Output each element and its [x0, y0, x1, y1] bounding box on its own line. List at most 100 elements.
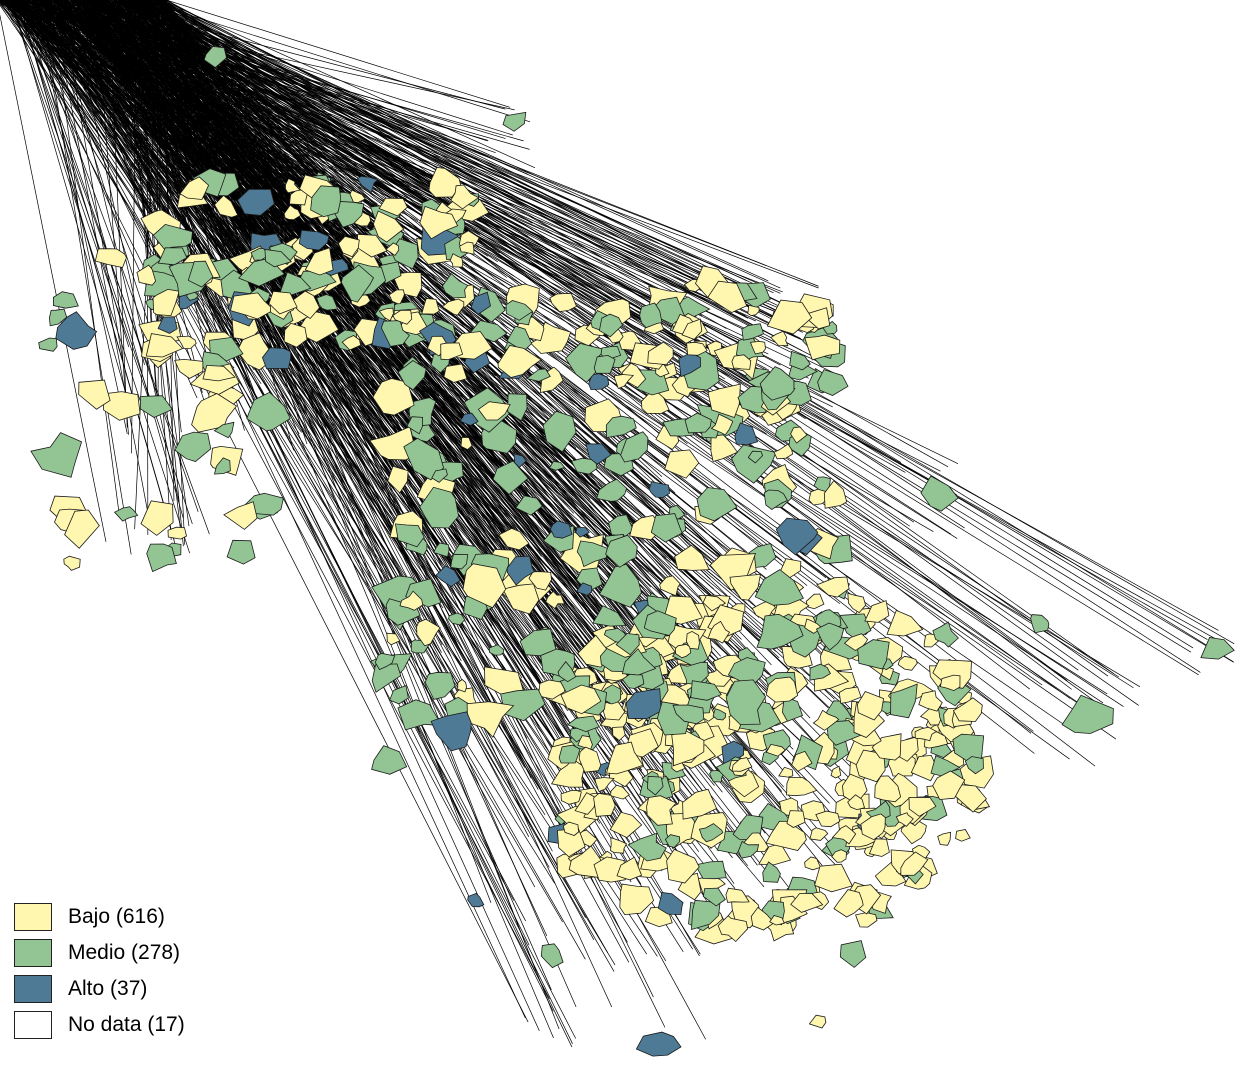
region-polygon [593, 792, 616, 817]
region-polygon [435, 565, 461, 588]
region-polygon [643, 610, 677, 636]
region-polygon [707, 620, 731, 644]
region-polygon [467, 892, 485, 908]
region-polygon [167, 526, 187, 540]
region-polygon [707, 280, 748, 314]
region-polygon [610, 837, 628, 854]
projection-line [18, 0, 176, 545]
region-polygon [612, 726, 626, 742]
projection-line [81, 0, 635, 913]
region-polygon [550, 758, 586, 788]
region-polygon [497, 345, 542, 378]
region-polygon [765, 820, 807, 851]
projection-line [139, 0, 531, 123]
region-polygon [672, 704, 705, 725]
projection-line [160, 0, 536, 169]
region-polygon [886, 609, 924, 637]
region-polygon [502, 111, 527, 132]
projection-line [0, 14, 107, 542]
region-polygon [433, 542, 450, 558]
projection-line [160, 0, 217, 285]
region-polygon [558, 744, 581, 764]
region-polygon [748, 543, 777, 569]
projection-line [133, 0, 747, 281]
region-polygon [477, 401, 511, 421]
region-polygon [814, 863, 853, 893]
projection-line [97, 0, 1120, 678]
region-polygon [627, 832, 667, 862]
projection-line [141, 0, 380, 307]
region-polygon [341, 335, 362, 351]
projection-line [61, 0, 1221, 642]
region-polygon [639, 302, 663, 329]
region-polygon [754, 569, 804, 606]
region-polygon [513, 453, 527, 468]
projection-line [39, 0, 212, 208]
region-polygon [765, 743, 786, 757]
region-polygon [900, 851, 929, 876]
region-polygon [371, 663, 402, 693]
region-polygon [179, 176, 210, 200]
projection-line [58, 0, 425, 551]
region-polygon [805, 593, 825, 610]
region-polygon [671, 730, 705, 767]
region-polygon [174, 431, 212, 462]
region-polygon [822, 320, 838, 335]
projection-line [149, 0, 727, 329]
region-polygon [356, 175, 379, 194]
region-polygon [825, 720, 863, 746]
region-polygon [214, 194, 239, 218]
region-polygon [778, 766, 794, 778]
legend-item-medio: Medio (278) [14, 938, 185, 968]
projection-line [76, 0, 259, 193]
projection-line [34, 0, 436, 256]
region-polygon [394, 523, 425, 548]
region-polygon [674, 643, 692, 659]
region-polygon [528, 571, 552, 591]
region-polygon [226, 539, 256, 565]
projection-line [93, 0, 819, 287]
region-polygon [337, 235, 360, 258]
region-polygon [556, 828, 586, 858]
projection-line [144, 0, 1194, 649]
region-polygon [625, 688, 662, 720]
region-polygon [646, 775, 664, 796]
region-polygon [605, 415, 637, 439]
projection-line [54, 0, 530, 946]
region-polygon [431, 468, 448, 483]
region-polygon [594, 777, 615, 793]
region-polygon [815, 622, 845, 651]
region-polygon [707, 383, 741, 419]
region-polygon [804, 334, 841, 361]
projection-line [146, 0, 243, 206]
region-polygon [734, 422, 759, 445]
region-polygon [340, 264, 375, 303]
region-polygon [440, 342, 464, 361]
region-polygon [264, 249, 293, 268]
region-polygon [588, 373, 610, 391]
region-polygon [855, 912, 878, 928]
region-polygon [576, 540, 609, 568]
legend-item-bajo: Bajo (616) [14, 902, 185, 932]
region-polygon [747, 304, 760, 317]
region-polygon [647, 341, 674, 366]
region-polygon [506, 555, 536, 586]
region-polygon [515, 495, 543, 516]
projection-line [77, 0, 746, 317]
region-polygon [759, 366, 795, 401]
region-polygon [725, 679, 767, 725]
region-polygon [717, 915, 749, 943]
region-polygon [833, 889, 864, 918]
region-polygon [403, 437, 445, 481]
region-polygon [856, 691, 885, 721]
region-polygon [285, 177, 301, 194]
projection-line [37, 0, 322, 192]
region-polygon [598, 313, 624, 338]
projection-line [63, 0, 378, 205]
projection-line [50, 0, 120, 514]
region-polygon [261, 347, 292, 370]
projection-line [84, 0, 728, 284]
region-polygon [789, 350, 811, 371]
region-polygon [756, 613, 804, 650]
projection-line [83, 0, 767, 266]
